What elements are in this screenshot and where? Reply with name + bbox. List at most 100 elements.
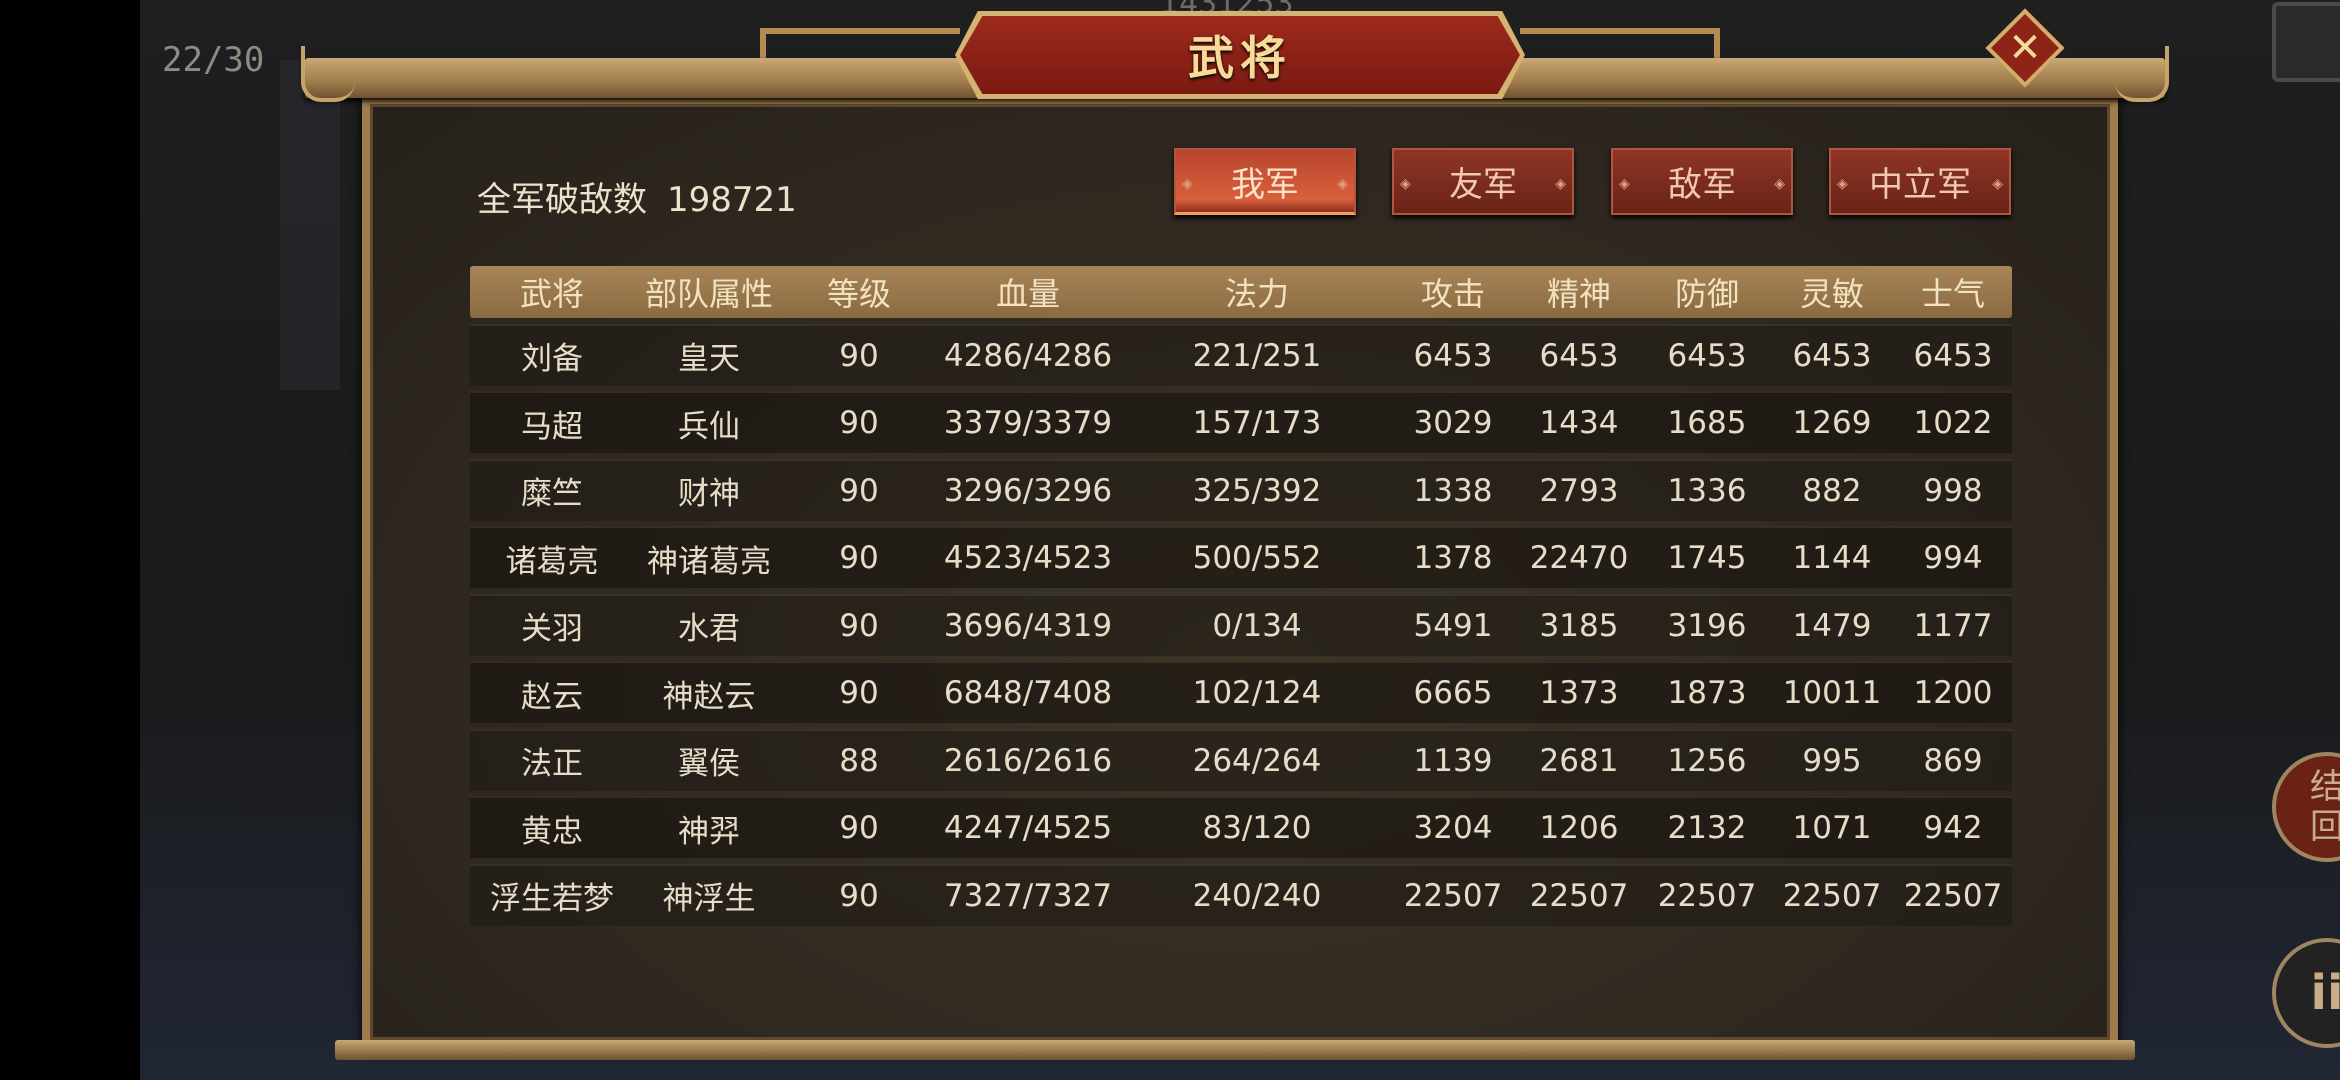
column-header: 士气 (1920, 275, 1985, 313)
table-cell: 1144 (1792, 540, 1872, 576)
background-counter: 22/30 (162, 40, 265, 80)
table-cell: 2793 (1539, 472, 1619, 509)
table-cell: 2132 (1667, 810, 1747, 846)
table-cell: 2681 (1539, 742, 1619, 779)
table-row[interactable]: 刘备 皇天 90 4286/4286 221/251 6453 6453 6453 6453 64… (470, 323, 2012, 386)
table-cell: 1206 (1539, 810, 1619, 846)
tab-allied-army[interactable]: 友军 (1392, 148, 1574, 215)
table-cell: 90 (839, 877, 879, 914)
table-cell: 1177 (1913, 607, 1993, 644)
table-cell: 90 (839, 337, 879, 374)
table-cell: 1022 (1913, 405, 1993, 441)
table-cell: 500/552 (1192, 540, 1322, 576)
table-cell: 22507 (1903, 877, 2003, 914)
table-cell: 1269 (1792, 405, 1872, 441)
table-cell: 1256 (1667, 742, 1747, 779)
table-cell: 22507 (1657, 877, 1757, 914)
tab-enemy-army[interactable]: 敌军 (1611, 148, 1793, 215)
table-cell: 90 (839, 540, 879, 576)
table-cell: 264/264 (1192, 742, 1322, 779)
dialog-title: 武将 (1188, 31, 1292, 85)
table-cell: 3185 (1539, 607, 1619, 644)
table-cell: 6665 (1413, 675, 1493, 711)
side-button-label: 回 (2310, 807, 2340, 847)
table-cell: 90 (839, 472, 879, 509)
column-header: 灵敏 (1799, 275, 1864, 313)
title-plaque: 武将 (960, 16, 1520, 94)
dialog-bottom-frame (335, 1040, 2135, 1060)
table-row[interactable]: 马超 兵仙 90 3379/3379 157/173 3029 1434 1685 1269 10… (470, 391, 2012, 453)
table-cell: 翼侯 (678, 746, 740, 782)
table-cell: 1873 (1667, 675, 1747, 711)
table-cell: 4286/4286 (943, 337, 1113, 374)
table-cell: 3296/3296 (943, 472, 1113, 509)
table-cell: 神羿 (678, 813, 740, 850)
table-cell: 皇天 (678, 341, 740, 377)
table-cell: 5491 (1413, 607, 1493, 644)
tab-neutral-army[interactable]: 中立军 (1829, 148, 2011, 215)
table-cell: 神赵云 (662, 678, 756, 715)
total-kills-label: 全军破敌数 (477, 180, 647, 220)
table-cell: 221/251 (1192, 337, 1322, 374)
background-window (280, 60, 340, 390)
table-cell: 10011 (1782, 675, 1882, 711)
table-header: 武将 部队属性 等级 血量 法力 攻击 精神 防御 灵敏 士气 (470, 266, 2012, 318)
close-icon: ✕ (2008, 25, 2042, 71)
table-cell: 1479 (1792, 607, 1872, 644)
table-row[interactable]: 关羽 水君 90 3696/4319 0/134 5491 3185 3196 1479 1177 (470, 593, 2012, 656)
table-cell: 22507 (1403, 877, 1503, 914)
table-cell: 浮生若梦 (490, 881, 614, 917)
table-cell: 1373 (1539, 675, 1619, 711)
table-cell: 1071 (1792, 810, 1872, 846)
table-cell: 财神 (678, 476, 740, 512)
column-header: 血量 (995, 275, 1060, 313)
table-cell: 1378 (1413, 540, 1493, 576)
table-cell: 刘备 (521, 341, 583, 377)
side-menu-handle[interactable] (2272, 2, 2340, 82)
column-header: 精神 (1546, 275, 1611, 313)
table-cell: 994 (1923, 540, 1983, 576)
close-button[interactable]: ✕ (1985, 8, 2065, 88)
table-cell: 6453 (1792, 337, 1872, 374)
table-cell: 942 (1923, 810, 1983, 846)
table-cell: 90 (839, 675, 879, 711)
table-cell: 1338 (1413, 472, 1493, 509)
column-header: 武将 (519, 275, 584, 313)
title-ornament-left (760, 28, 960, 58)
table-cell: 88 (839, 742, 879, 779)
table-cell: 3696/4319 (943, 607, 1113, 644)
table-row[interactable]: 赵云 神赵云 90 6848/7408 102/124 6665 1373 1873 10011… (470, 661, 2012, 723)
table-row[interactable]: 黄忠 神羿 90 4247/4525 83/120 3204 1206 2132 1071 942 (470, 796, 2012, 858)
table-body: 刘备 皇天 90 4286/4286 221/251 6453 6453 6453 6453 64… (470, 323, 2012, 926)
table-row[interactable]: 法正 翼侯 88 2616/2616 264/264 1139 2681 1256 995 869 (470, 728, 2012, 791)
table-cell: 关羽 (521, 611, 583, 647)
table-cell: 240/240 (1192, 877, 1322, 914)
column-header: 法力 (1224, 275, 1289, 313)
title-ornament-right (1520, 28, 1720, 58)
table-cell: 兵仙 (678, 408, 740, 445)
table-cell: 90 (839, 405, 879, 441)
column-header: 防御 (1674, 275, 1739, 313)
table-cell: 882 (1802, 472, 1862, 509)
table-cell: 诸葛亮 (505, 543, 599, 580)
pause-icon: ii (2310, 965, 2340, 1021)
table-row[interactable]: 浮生若梦 神浮生 90 7327/7327 240/240 22507 22507 22507… (470, 863, 2012, 926)
table-cell: 0/134 (1212, 607, 1302, 644)
table-cell: 1139 (1413, 742, 1493, 779)
table-row[interactable]: 诸葛亮 神诸葛亮 90 4523/4523 500/552 1378 22470 1745 11… (470, 526, 2012, 588)
table-cell: 22507 (1782, 877, 1882, 914)
table-cell: 1200 (1913, 675, 1993, 711)
table-cell: 998 (1923, 472, 1983, 509)
table-cell: 3379/3379 (943, 405, 1113, 441)
table-cell: 黄忠 (521, 813, 583, 850)
table-cell: 1745 (1667, 540, 1747, 576)
table-cell: 糜竺 (521, 476, 583, 512)
tab-our-army[interactable]: 我军 (1174, 148, 1356, 215)
side-button-label: 结 (2310, 767, 2340, 807)
table-cell: 神诸葛亮 (647, 543, 771, 580)
table-cell: 4523/4523 (943, 540, 1113, 576)
table-cell: 7327/7327 (943, 877, 1113, 914)
table-cell: 4247/4525 (943, 810, 1113, 846)
table-cell: 6453 (1667, 337, 1747, 374)
table-row[interactable]: 糜竺 财神 90 3296/3296 325/392 1338 2793 1336 882 998 (470, 458, 2012, 521)
